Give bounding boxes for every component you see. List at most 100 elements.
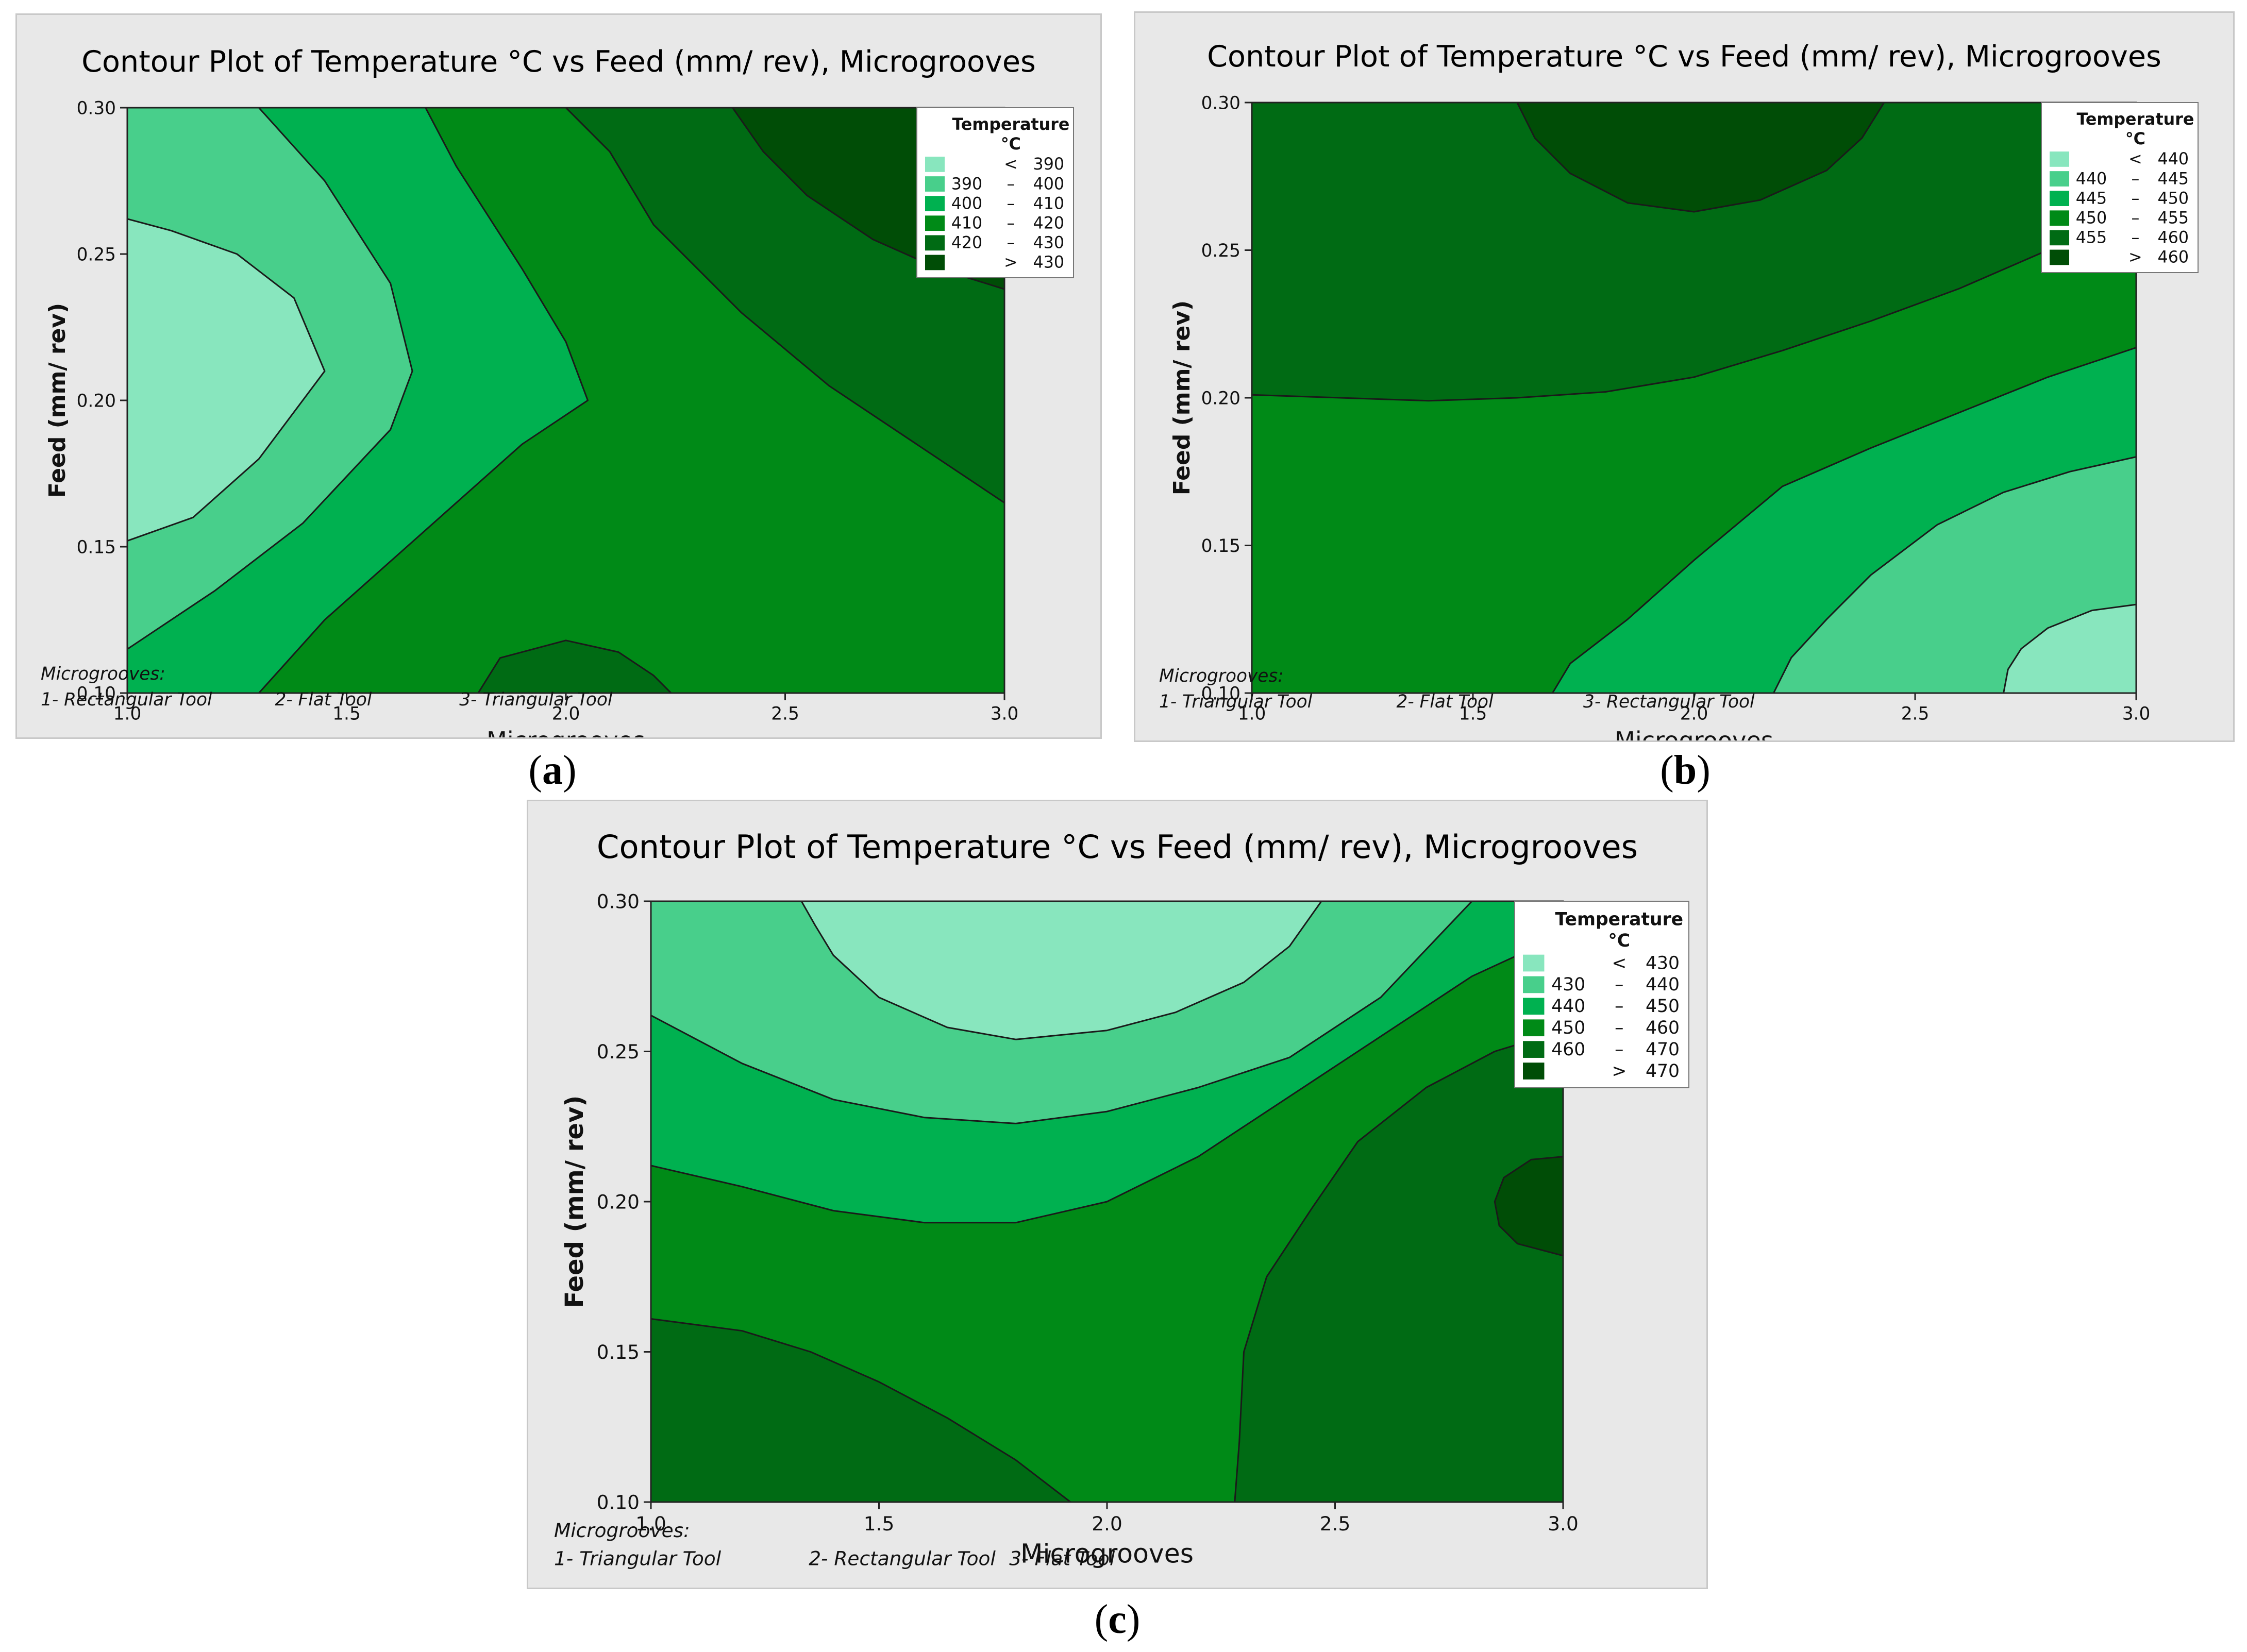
- legend-swatch: [1523, 954, 1545, 972]
- legend-range-low: 440: [2076, 170, 2107, 188]
- legend-unit: °C: [1608, 931, 1630, 951]
- legend-range-high: 410: [1033, 194, 1064, 213]
- legend-range-sep: >: [1612, 1061, 1626, 1082]
- y-axis-label: Feed (mm/ rev): [44, 303, 71, 498]
- contour-region-3: [800, 901, 1322, 1040]
- legend: Temperature°C< 440440–445445–450450–45545…: [2041, 102, 2199, 273]
- legend-range-sep: –: [1615, 1018, 1623, 1038]
- legend-swatch: [925, 196, 945, 211]
- y-tick-label: 0.30: [77, 98, 116, 119]
- legend-range-high: 400: [1033, 175, 1064, 193]
- x-axis-label: Microgrooves: [1020, 1539, 1194, 1569]
- chart-title: Contour Plot of Temperature °C vs Feed (…: [81, 45, 1036, 79]
- legend-range-sep: –: [1615, 974, 1623, 995]
- legend-swatch: [1523, 998, 1545, 1015]
- x-tick-label: 2.0: [552, 703, 580, 724]
- legend-range-high: 430: [1033, 234, 1064, 252]
- note-item: 3- Triangular Tool: [459, 689, 613, 710]
- legend-range-high: 450: [1646, 996, 1680, 1017]
- legend-unit: °C: [2125, 130, 2145, 148]
- x-tick-label: 2.5: [1320, 1512, 1351, 1535]
- note-item: 2- Flat Tool: [1397, 692, 1494, 712]
- caption-a: (a): [528, 748, 577, 793]
- y-tick-label: 0.15: [77, 537, 116, 558]
- x-tick-label: 2.5: [1901, 703, 1930, 724]
- y-tick-label: 0.15: [597, 1341, 640, 1363]
- legend-swatch: [2050, 230, 2070, 246]
- y-tick-label: 0.30: [597, 890, 640, 913]
- x-axis-label: Microgrooves: [1615, 727, 1773, 740]
- legend-swatch: [1523, 1019, 1545, 1037]
- chart-panel-a: Contour Plot of Temperature °C vs Feed (…: [15, 13, 1102, 754]
- legend-range-low: 450: [1551, 1018, 1585, 1038]
- y-tick-label: 0.10: [597, 1491, 640, 1513]
- legend-swatch: [1523, 976, 1545, 993]
- legend-range-sep: >: [1004, 254, 1018, 272]
- legend-range-high: 470: [1646, 1039, 1680, 1060]
- legend-range-sep: –: [1007, 194, 1015, 213]
- legend-range-sep: –: [1007, 214, 1015, 233]
- x-tick-label: 2.0: [1092, 1512, 1122, 1535]
- y-tick-label: 0.15: [1201, 536, 1240, 557]
- contour-region-4: [2003, 603, 2136, 693]
- chart-title: Contour Plot of Temperature °C vs Feed (…: [597, 828, 1638, 866]
- legend-range-low: 410: [951, 214, 982, 233]
- contour-regions: [127, 108, 1004, 693]
- x-tick-label: 3.0: [991, 703, 1019, 724]
- legend-swatch: [925, 235, 945, 251]
- legend: Temperature°C< 390390–400400–410410–42042…: [916, 107, 1074, 278]
- x-tick-label: 2.0: [1680, 703, 1708, 724]
- x-tick-label: 2.5: [771, 703, 799, 724]
- y-tick-label: 0.10: [77, 683, 116, 704]
- legend-title: Temperature: [1555, 909, 1684, 930]
- chart-panel-b: Contour Plot of Temperature °C vs Feed (…: [1134, 11, 2235, 754]
- legend-range-high: 430: [1033, 254, 1064, 272]
- caption-a-label: a: [542, 748, 563, 793]
- legend-swatch: [2050, 249, 2070, 265]
- y-tick-label: 0.20: [77, 391, 116, 411]
- caption-b: (b): [1660, 748, 1711, 793]
- legend-range-high: 445: [2158, 170, 2189, 188]
- legend-range-sep: –: [2131, 170, 2139, 188]
- legend-range-high: 440: [2158, 150, 2189, 168]
- caption-c-label: c: [1108, 1597, 1127, 1642]
- contour-regions: [651, 901, 1563, 1502]
- contour-region-5: [1516, 103, 1885, 213]
- legend-unit: °C: [1001, 135, 1021, 154]
- contour-region-6: [477, 639, 672, 693]
- note-title: Microgrooves:: [41, 664, 165, 684]
- legend-range-sep: –: [2131, 209, 2139, 228]
- chart-panel-c: Contour Plot of Temperature °C vs Feed (…: [527, 800, 1708, 1589]
- legend-range-sep: <: [1612, 953, 1626, 973]
- y-tick-label: 0.20: [1201, 388, 1240, 409]
- contour-region-6: [1494, 1156, 1563, 1257]
- legend-swatch: [2050, 171, 2070, 187]
- x-tick-label: 3.0: [2122, 703, 2151, 724]
- note-item: 3- Rectangular Tool: [1583, 692, 1755, 712]
- legend-range-low: 420: [951, 234, 982, 252]
- caption-c: (c): [1094, 1597, 1141, 1642]
- legend-range-low: 445: [2076, 189, 2107, 208]
- y-tick-label: 0.30: [1201, 93, 1240, 113]
- legend-range-high: 440: [1646, 974, 1680, 995]
- legend-swatch: [2050, 210, 2070, 226]
- x-tick-label: 1.0: [113, 703, 142, 724]
- legend-range-sep: –: [1615, 996, 1623, 1017]
- legend-range-sep: –: [1615, 1039, 1623, 1060]
- legend-range-sep: –: [1007, 234, 1015, 252]
- x-tick-label: 1.5: [332, 703, 361, 724]
- note-title: Microgrooves:: [554, 1519, 690, 1542]
- legend-range-low: 450: [2076, 209, 2107, 228]
- y-axis-label: Feed (mm/ rev): [560, 1095, 589, 1308]
- contour-chart-c: Contour Plot of Temperature °C vs Feed (…: [554, 828, 1689, 1570]
- contour-chart-b: Contour Plot of Temperature °C vs Feed (…: [1159, 40, 2199, 754]
- legend-swatch: [1523, 1063, 1545, 1080]
- legend-title: Temperature: [952, 115, 1069, 134]
- x-tick-label: 1.5: [864, 1512, 895, 1535]
- legend-range-low: 440: [1551, 996, 1585, 1017]
- note-title: Microgrooves:: [1159, 666, 1284, 686]
- legend-range-sep: –: [2131, 229, 2139, 247]
- y-tick-label: 0.25: [1201, 241, 1240, 261]
- legend-range-low: 400: [951, 194, 982, 213]
- y-tick-label: 0.25: [77, 244, 116, 265]
